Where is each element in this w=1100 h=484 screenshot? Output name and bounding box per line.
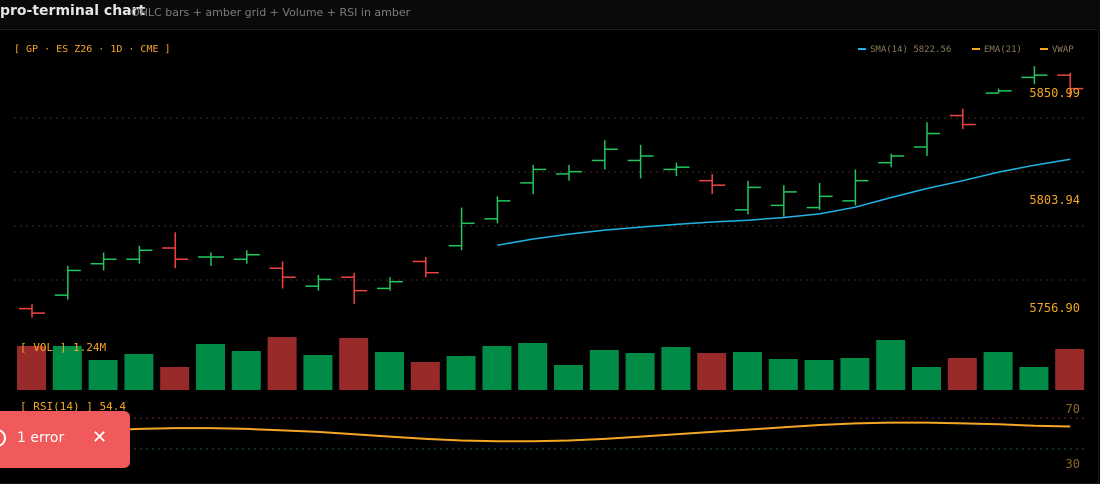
ohlc-bar bbox=[484, 196, 511, 224]
ohlc-bar bbox=[914, 122, 940, 156]
volume-bar bbox=[554, 365, 583, 390]
error-circle-icon bbox=[0, 429, 6, 447]
ohlc-bar bbox=[412, 256, 439, 278]
ohlc-bar bbox=[699, 173, 726, 195]
ohlc-bar bbox=[556, 164, 582, 181]
ohlc-bar bbox=[305, 274, 332, 291]
volume-bar bbox=[912, 367, 941, 390]
volume-bar bbox=[88, 360, 118, 390]
volume-bar bbox=[52, 346, 82, 390]
price-grid bbox=[14, 117, 1085, 281]
ohlc-bar bbox=[735, 180, 761, 215]
ohlc-bar bbox=[269, 261, 296, 289]
ohlc-bar bbox=[233, 250, 260, 264]
volume-bar bbox=[1019, 367, 1049, 390]
ohlc-bar bbox=[1021, 66, 1048, 85]
volume-bar bbox=[303, 355, 333, 390]
volume-bar bbox=[482, 346, 512, 390]
ohlc-bar bbox=[985, 88, 1012, 94]
volume-bar bbox=[661, 347, 691, 390]
legend-sma: SMA(14) 5822.56 bbox=[870, 45, 951, 55]
volume-bar bbox=[804, 360, 834, 390]
volume-bar bbox=[446, 356, 476, 390]
price-tick-label: 5756.90 bbox=[1029, 301, 1080, 315]
legend-vwap: VWAP bbox=[1052, 45, 1074, 55]
ohlc-bar bbox=[627, 144, 654, 179]
ohlc-bar bbox=[806, 182, 833, 210]
rsi-grid bbox=[14, 417, 1085, 450]
ohlc-bar bbox=[54, 265, 81, 300]
volume-bar bbox=[840, 358, 870, 390]
ohlc-bar bbox=[126, 245, 153, 264]
ohlc-bar bbox=[770, 185, 797, 217]
volume-bar bbox=[733, 352, 762, 390]
close-icon[interactable]: ✕ bbox=[92, 427, 108, 448]
volume-bar bbox=[589, 350, 619, 390]
volume-bar bbox=[160, 367, 190, 390]
volume-bar bbox=[339, 338, 369, 390]
chart-panel bbox=[0, 29, 1099, 484]
ohlc-bar bbox=[19, 304, 45, 318]
ohlc-bar bbox=[377, 277, 403, 291]
rsi-line bbox=[31, 421, 1071, 443]
instrument-label: [ GP · ES Z26 · 1D · CME ] bbox=[14, 44, 171, 55]
ohlc-bars bbox=[19, 66, 1084, 318]
ohlc-bar bbox=[520, 164, 547, 195]
header-bar: pro-terminal chart OHLC bars + amber gri… bbox=[0, 0, 1100, 28]
ohlc-bar bbox=[842, 169, 869, 206]
volume-bar bbox=[17, 346, 46, 390]
ohlc-bar bbox=[949, 108, 976, 130]
volume-label: [ VOL ] 1.24M bbox=[20, 341, 106, 354]
volume-bar bbox=[267, 337, 297, 390]
volume-bar bbox=[768, 359, 798, 390]
rsi-tick-30: 30 bbox=[1066, 457, 1080, 471]
volume-bar bbox=[410, 362, 440, 390]
volume-bar bbox=[876, 340, 906, 390]
rsi-tick-70: 70 bbox=[1066, 402, 1080, 416]
ohlc-bar bbox=[162, 232, 189, 269]
legend: SMA(14) 5822.56 EMA(21) VWAP bbox=[858, 45, 1074, 55]
ohlc-bar bbox=[198, 252, 224, 266]
volume-bar bbox=[697, 353, 727, 390]
ohlc-bar bbox=[591, 140, 618, 170]
sma-line bbox=[497, 158, 1071, 247]
ohlc-bar bbox=[663, 162, 690, 177]
ohlc-bar bbox=[448, 207, 475, 251]
app-subtitle: OHLC bars + amber grid + Volume + RSI in… bbox=[131, 6, 411, 19]
price-tick-label: 5850.99 bbox=[1029, 86, 1080, 100]
volume-bar bbox=[375, 352, 404, 390]
app-title: pro-terminal chart bbox=[0, 3, 146, 19]
legend-ema: EMA(21) bbox=[984, 45, 1022, 55]
volume-bar bbox=[625, 353, 655, 390]
volume-bar bbox=[124, 354, 154, 390]
error-toast-text: 1 error bbox=[17, 430, 65, 446]
volume-bar bbox=[1055, 349, 1085, 390]
volume-bar bbox=[196, 344, 225, 390]
rsi-label: [ RSI(14) ] 54.4 bbox=[20, 400, 126, 413]
price-tick-label: 5803.94 bbox=[1029, 193, 1080, 207]
ohlc-bar bbox=[1057, 72, 1084, 98]
volume-bar bbox=[231, 351, 261, 390]
volume-bar bbox=[947, 358, 977, 390]
volume-bar bbox=[518, 343, 548, 390]
ohlc-bar bbox=[878, 153, 905, 168]
ohlc-bar bbox=[90, 252, 117, 271]
ohlc-bar bbox=[341, 272, 368, 305]
error-toast[interactable]: 1 error ✕ bbox=[0, 411, 130, 468]
volume-bars bbox=[17, 337, 1085, 390]
volume-bar bbox=[983, 352, 1013, 390]
